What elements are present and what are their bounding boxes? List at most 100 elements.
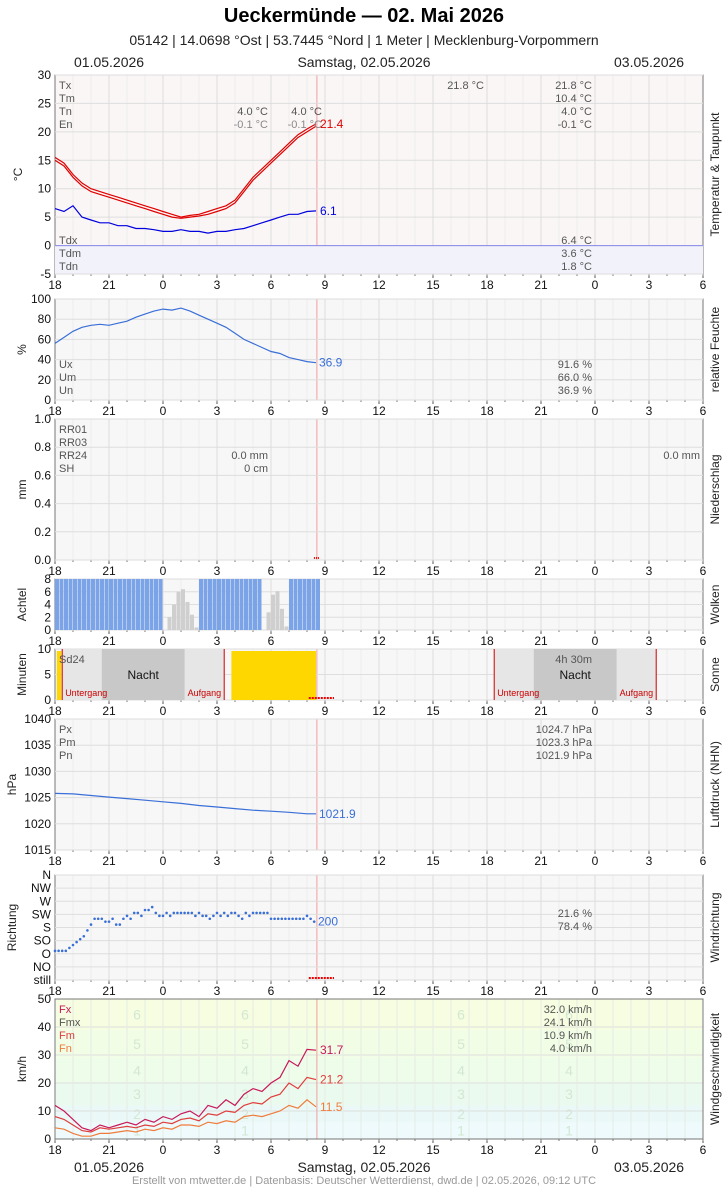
cloud-bar [284,626,289,630]
legend-label-fn: Fn [59,1043,72,1055]
pressure-side-label: Luftdruck (NHN) [708,741,722,828]
y-tick-label: SO [34,934,51,948]
x-tick-label: 3 [214,404,221,418]
cloud-bar [131,579,136,630]
cloud-bar [55,579,59,630]
y-tick-label: 8 [44,572,51,586]
right-value: 6.4 °C [561,235,592,247]
beaufort-label: 5 [241,1036,249,1052]
sunset-label: Untergang [497,688,539,698]
cloud-bar [86,579,91,630]
y-tick-label: 40 [38,1020,52,1034]
direction-point [53,949,57,953]
y-tick-label: 0 [44,239,51,253]
legend-label-tdm: Tdm [59,248,81,260]
x-tick-label: 3 [214,564,221,578]
beaufort-label: 5 [565,1036,573,1052]
x-tick-label: 18 [48,634,62,648]
x-tick-label: 6 [700,634,707,648]
x-tick-label: 18 [480,564,494,578]
cloud-bar [109,579,113,630]
direction-point [183,911,186,915]
direction-point [215,911,219,915]
x-tick-label: 6 [268,1143,275,1157]
cloud-bar [248,579,253,630]
direction-point [82,934,86,938]
below-zero-area [55,245,703,274]
x-tick-label: 0 [160,1143,167,1157]
x-tick-label: 6 [268,704,275,718]
x-tick-label: 3 [214,1143,221,1157]
cloud-bar [176,591,181,630]
x-tick-label: 21 [534,704,548,718]
legend-label-sh: SH [59,463,74,475]
y-tick-label: 2 [44,610,51,624]
right-value: 78.4 % [558,921,592,933]
cloud-bar [172,604,176,630]
right-value: 91.6 % [558,359,592,371]
beaufort-label: 1 [241,1123,249,1139]
direction-point [201,914,204,918]
cloud-bar [181,589,185,630]
x-tick-label: 3 [646,704,653,718]
direction-point [237,914,240,918]
x-tick-label: 21 [534,984,548,998]
legend-label-rr01: RR01 [59,424,87,436]
direction-point [161,914,165,918]
x-tick-label: 21 [102,634,116,648]
beaufort-label: 6 [457,1006,465,1022]
legend-label-rr24: RR24 [59,450,87,462]
right-value: 21.6 % [558,908,592,920]
cloud-bar [226,579,230,630]
date-left-top: 01.05.2026 [74,54,145,70]
x-tick-label: 6 [268,564,275,578]
cloud-bar [104,579,109,630]
clouds-side-label: Wolken [708,585,722,625]
x-tick-label: 9 [322,984,329,998]
cloud-bar [185,601,190,630]
legend-label-fmx: Fmx [59,1017,81,1029]
cloud-bar [239,579,244,630]
x-tick-label: 6 [268,984,275,998]
mid-value-en-b: -0.1 °C [288,119,322,131]
night-core [101,649,185,700]
cloud-bar [167,617,172,630]
y-tick-label: 1040 [24,712,51,726]
x-tick-label: 6 [700,854,707,868]
x-tick-label: 0 [160,278,167,292]
direction-point [258,911,262,915]
direction-point [150,905,154,909]
y-tick-label: 0.4 [34,497,51,511]
x-tick-label: 12 [372,564,386,578]
beaufort-label: 5 [457,1036,465,1052]
x-tick-label: 15 [426,634,440,648]
x-tick-label: 9 [322,564,329,578]
y-tick-label: 5 [44,668,51,682]
right-value: 21.8 °C [555,80,592,92]
x-tick-label: 18 [48,1143,62,1157]
direction-point [269,917,273,921]
y-tick-label: 80 [38,312,52,326]
mid-value-en-a: -0.1 °C [234,119,268,131]
direction-point [305,914,309,918]
x-tick-label: 9 [322,634,329,648]
sunrise-label: Aufgang [188,688,222,698]
cloud-bar [158,579,163,630]
y-tick-label: 20 [38,125,52,139]
x-tick-label: 0 [592,634,599,648]
direction-point [251,911,255,915]
x-tick-label: 12 [372,704,386,718]
beaufort-label: 3 [457,1086,465,1102]
x-tick-label: 21 [102,564,116,578]
y-tick-label: -5 [40,267,51,281]
cloud-bar [127,579,131,630]
direction-point [294,917,298,921]
y-tick-label: N [42,868,51,882]
x-tick-label: 3 [646,1143,653,1157]
mid-value-rr24: 0.0 mm [231,450,268,462]
direction-point [312,920,316,923]
right-value: 1024.7 hPa [536,724,593,736]
sunset-label: Untergang [65,688,107,698]
legend-label-fm: Fm [59,1030,75,1042]
cloud-bar [100,579,104,630]
